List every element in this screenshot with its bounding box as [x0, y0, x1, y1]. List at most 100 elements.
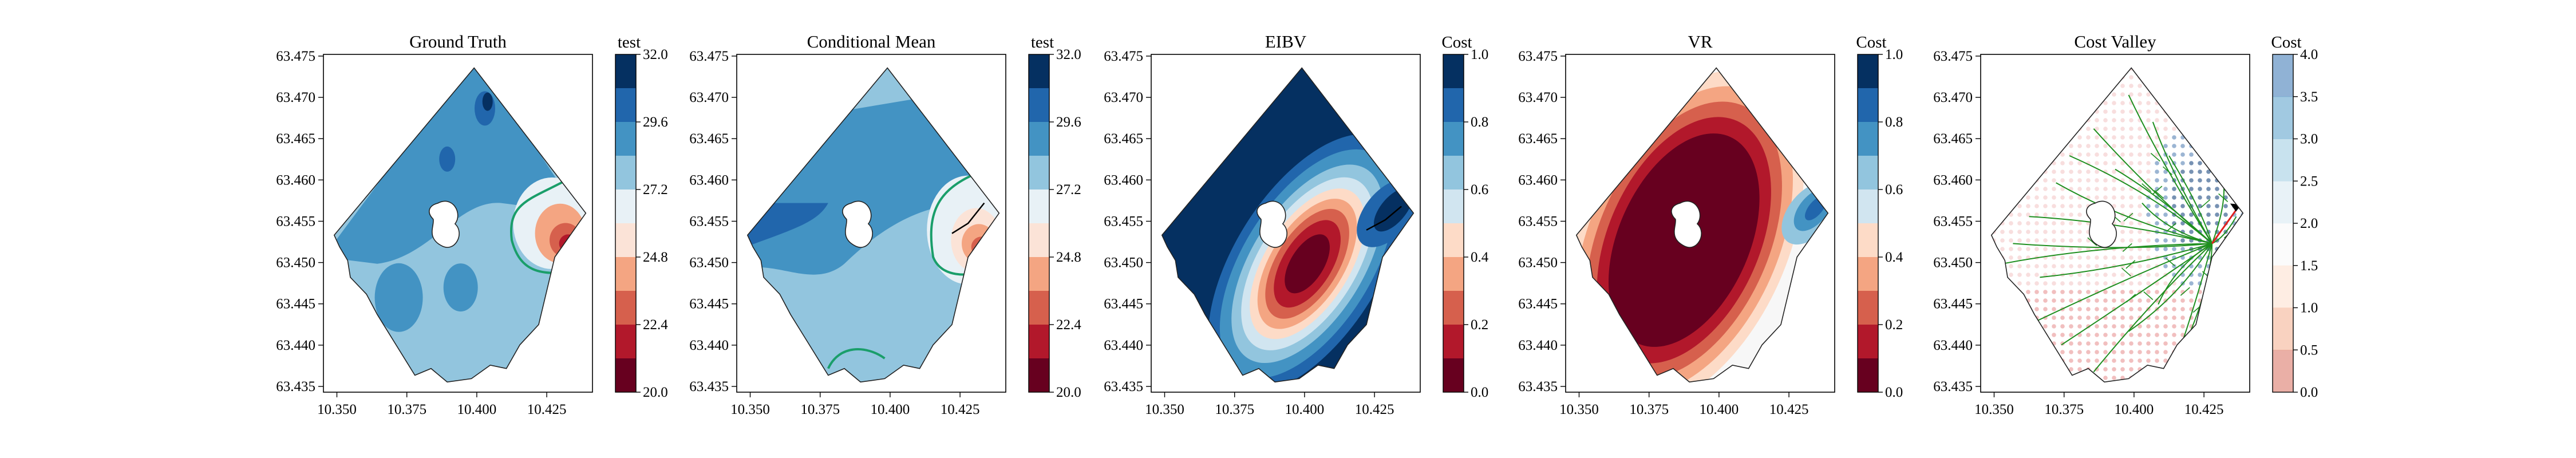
colorbar-segment [615, 325, 636, 359]
colorbar-tick-label: 2.0 [2300, 216, 2318, 231]
tree-branch [2142, 183, 2152, 192]
colorbar-tick-label: 1.0 [2300, 301, 2318, 316]
colorbar-segment [1443, 325, 1464, 359]
y-tick-label: 63.435 [276, 379, 315, 394]
colorbar-tick-label: 1.0 [1471, 47, 1488, 62]
colorbar-segment [1858, 325, 1878, 359]
panel-title: Ground Truth [409, 31, 507, 52]
y-tick-label: 63.445 [1933, 297, 1973, 312]
axes-3: 10.350 10.375 10.400 10.425 63.475 63.470 63.4… [1104, 31, 1421, 417]
y-tick-label: 63.465 [1104, 131, 1143, 147]
colorbar-segment [2273, 139, 2293, 181]
colorbar-frame [1028, 54, 1050, 393]
colorbar-tick-label: 0.0 [1471, 385, 1488, 400]
colorbar-segment [1443, 88, 1464, 123]
y-tick-label: 63.475 [276, 49, 315, 64]
tree-branch [2154, 189, 2164, 199]
y-tick-label: 63.445 [1104, 297, 1143, 312]
x-tick-label: 10.375 [800, 402, 840, 417]
colorbar-frame [1857, 54, 1879, 393]
survey-boundary [746, 67, 1000, 383]
tree-branch [2002, 243, 2212, 264]
plot-frame [736, 54, 1006, 393]
field [747, 68, 999, 382]
auv-trajectory [1366, 206, 1402, 231]
survey-boundary [333, 67, 587, 383]
tree-branch [2218, 193, 2229, 203]
colorbar-tick-label: 20.0 [1056, 385, 1081, 400]
colorbar-tick-label: 22.4 [643, 317, 668, 333]
colorbar-tick-label: 0.4 [1471, 250, 1489, 265]
x-tick-label: 10.400 [2115, 402, 2154, 417]
colorbar-tick-label: 1.5 [2300, 258, 2318, 274]
colorbar-segment [2273, 54, 2293, 97]
y-tick-label: 63.450 [1933, 255, 1973, 271]
y-tick-label: 63.440 [1933, 338, 1973, 353]
colorbar-segment [2273, 223, 2293, 266]
colorbar-tick-label: 0.2 [1471, 317, 1488, 333]
x-tick-label: 10.425 [527, 402, 567, 417]
colorbar-tick-label: 32.0 [643, 47, 668, 62]
y-tick-label: 63.475 [1518, 49, 1558, 64]
y-tick-label: 63.475 [689, 49, 729, 64]
x-tick-label: 10.375 [2044, 402, 2084, 417]
x-tick-label: 10.425 [1355, 402, 1394, 417]
colorbar-segment [615, 291, 636, 325]
colorbar-frame [615, 54, 637, 393]
y-tick-label: 63.450 [1518, 255, 1558, 271]
x-tick-label: 10.425 [1769, 402, 1809, 417]
colorbar-tick-label: 4.0 [2300, 47, 2318, 62]
tree-branch [2040, 243, 2212, 278]
colorbar-tick-label: 22.4 [1056, 317, 1081, 333]
island-boundary [842, 200, 873, 248]
tree-branch [2125, 260, 2136, 269]
y-tick-label: 63.435 [1933, 379, 1973, 394]
tree-branch [2128, 243, 2213, 332]
colorbar-tick-label: 0.0 [1885, 385, 1903, 400]
y-tick-label: 63.475 [1104, 49, 1143, 64]
tree-branch [2152, 121, 2213, 244]
y-tick-label: 63.445 [689, 297, 729, 312]
tree-branch [2121, 267, 2131, 277]
y-tick-label: 63.455 [1104, 214, 1143, 229]
colorbar-segment [1858, 257, 1878, 291]
y-tick-label: 63.440 [1104, 338, 1143, 353]
colorbar-tick-label: 27.2 [643, 182, 668, 198]
y-tick-label: 63.470 [1518, 90, 1558, 105]
panel-title: EIBV [1265, 31, 1307, 52]
y-tick-label: 63.460 [689, 172, 729, 188]
x-tick-label: 10.425 [2184, 402, 2224, 417]
colorbar-segment [1443, 54, 1464, 89]
colorbar-segment [1029, 54, 1049, 89]
colorbar-title: Cost [1856, 33, 1886, 52]
colorbar-tick-label: 27.2 [1056, 182, 1081, 198]
tree-branch [2029, 216, 2212, 244]
colorbar-segment [2273, 181, 2293, 224]
colorbar-title: Cost [1441, 33, 1472, 52]
colorbar-segment [615, 358, 636, 393]
colorbar-tick-label: 20.0 [643, 385, 668, 400]
x-tick-label: 10.400 [457, 402, 497, 417]
axes-1: 10.350 10.375 10.400 10.425 63.475 63.470 63.4… [276, 31, 593, 417]
colorbar-segment [1858, 156, 1878, 190]
y-tick-label: 63.470 [689, 90, 729, 105]
colorbar-tick-label: 0.8 [1885, 114, 1903, 130]
survey-boundary [1161, 67, 1415, 383]
x-tick-label: 10.400 [1700, 402, 1739, 417]
x-tick-label: 10.400 [1285, 402, 1325, 417]
colorbar-segment [615, 88, 636, 123]
tree-branch [2152, 185, 2163, 195]
tree-branch [2162, 166, 2173, 175]
tree-branch [2143, 291, 2154, 301]
colorbar-segment [1858, 88, 1878, 123]
colorbar-tick-label: 0.4 [1885, 250, 1903, 265]
tree-branch [2126, 294, 2136, 303]
y-tick-label: 63.470 [276, 90, 315, 105]
plot-frame [1565, 54, 1835, 393]
x-tick-label: 10.350 [317, 402, 357, 417]
colorbar-segment [1029, 223, 1049, 258]
colorbar-title: test [618, 33, 641, 52]
colorbar-segment [1029, 291, 1049, 325]
x-tick-label: 10.350 [1559, 402, 1599, 417]
colorbar-tick-label: 3.0 [2300, 132, 2318, 147]
